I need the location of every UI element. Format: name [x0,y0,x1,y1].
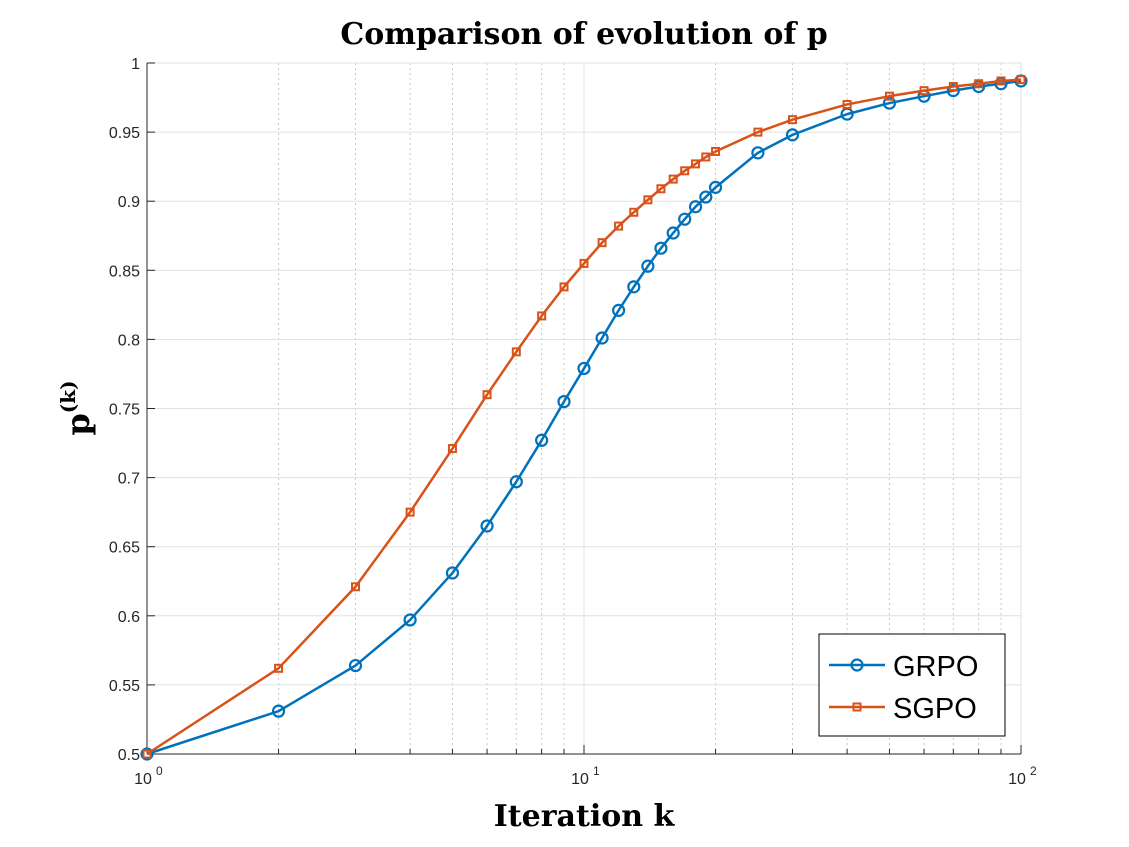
sgpo-point [1016,75,1026,85]
grpo-point [595,331,609,345]
series-group [140,74,1028,761]
y-tick-label: 0.8 [118,332,140,349]
grpo-point [785,128,800,142]
y-tick-label: 0.95 [109,125,140,142]
sgpo-point [680,166,690,176]
sgpo-point [753,127,763,137]
grpo-point [271,704,286,718]
sgpo-point [656,184,666,194]
sgpo-point [948,81,958,91]
y-tick-label: 0.5 [118,747,140,764]
grpo-line [146,79,1022,756]
grpo-point [678,212,692,226]
grpo-point [654,241,668,255]
grpo-point [627,280,641,294]
chart-title: Comparison of evolution of p [340,17,827,52]
x-tick-label: 10 [134,771,152,788]
axes [146,62,1022,755]
grpo-point [480,519,494,533]
y-axis-label: p [59,413,97,435]
svg-text:p(k): p(k) [56,380,97,435]
sgpo-point [351,582,361,592]
sgpo-point [511,347,521,357]
sgpo-point [842,99,852,109]
grpo-point [535,433,549,447]
sgpo-point [142,749,152,759]
sgpo-point [788,115,798,125]
sgpo-point [405,507,415,517]
sgpo-point [919,86,929,96]
y-tick-label: 0.55 [109,678,140,695]
x-tick-exponent: 0 [156,764,163,778]
sgpo-point [643,195,653,205]
sgpo-point [974,79,984,89]
sgpo-point [537,311,547,321]
sgpo-point [447,444,457,454]
grpo-point [348,658,363,673]
y-tick-label: 0.7 [118,471,140,488]
y-tick-label: 0.75 [109,402,140,419]
sgpo-point [884,91,894,101]
sgpo-point [668,174,678,184]
sgpo-line [146,78,1022,756]
y-tick-label: 0.65 [109,540,140,557]
x-tick-exponent: 2 [1030,764,1037,778]
grpo-point [751,146,765,160]
legend-label-grpo: GRPO [893,651,978,683]
legend-label-sgpo: SGPO [893,693,977,725]
grpo-point [403,613,417,627]
x-tick-exponent: 1 [593,764,600,778]
grpo-point [882,96,897,110]
sgpo-point [711,146,721,156]
sgpo-point [274,663,284,673]
x-axis-label: Iteration k [494,799,676,834]
grpo-point [946,84,960,98]
sgpo-point [482,390,492,400]
sgpo-point [579,258,589,268]
sgpo-point [614,221,624,231]
grpo-point [666,226,680,240]
series-grpo [140,74,1028,761]
grpo-point [708,180,723,194]
sgpo-point [629,207,639,217]
grpo-point [688,200,703,214]
grpo-point [699,190,713,204]
grpo-point [140,747,154,761]
grpo-point [445,566,460,580]
y-tick-label: 1 [131,56,140,73]
legend-marker-grpo [850,658,864,672]
sgpo-point [559,282,569,292]
y-axis-label-superscript: (k) [56,380,80,413]
x-tick-label: 10 [571,771,589,788]
legend-marker-sgpo [852,702,862,712]
sgpo-point [701,152,711,162]
y-tick-label: 0.85 [109,263,140,280]
legend: GRPO SGPO [818,633,1006,737]
grpo-point [612,303,626,317]
x-tick-label: 10 [1008,771,1026,788]
y-tick-label: 0.9 [118,194,140,211]
sgpo-point [691,159,701,169]
sgpo-point [597,238,607,248]
y-axis-label-group: p(k) [56,380,97,435]
grpo-point [509,475,523,489]
grpo-point [557,394,571,409]
y-tick-label: 0.6 [118,609,140,626]
grpo-point [641,259,655,273]
sgpo-point [996,76,1006,86]
grpo-point [577,361,591,376]
series-sgpo [142,75,1026,759]
